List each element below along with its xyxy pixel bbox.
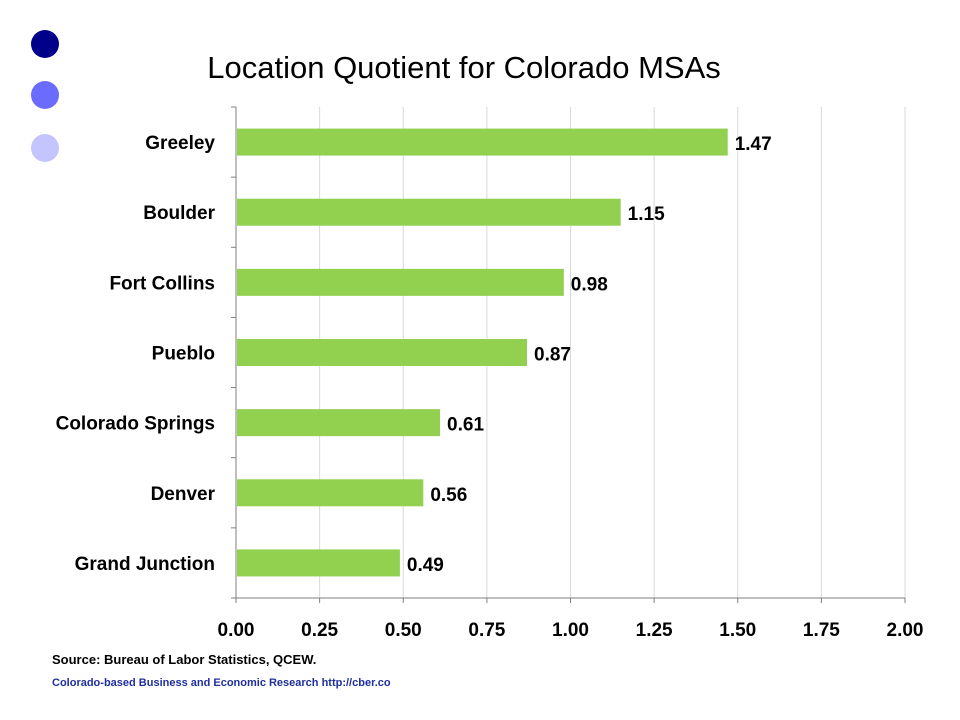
bar (237, 198, 621, 226)
bar (237, 479, 424, 507)
bar (237, 339, 528, 366)
data-label: 1.47 (735, 134, 772, 155)
chart-title: Location Quotient for Colorado MSAs (207, 50, 721, 85)
x-tick-label: 1.75 (803, 620, 840, 641)
category-label: Boulder (143, 203, 215, 224)
credit-note: Colorado-based Business and Economic Res… (52, 677, 391, 689)
data-label: 0.49 (407, 555, 444, 576)
bar (237, 549, 400, 577)
source-note: Source: Bureau of Labor Statistics, QCEW… (52, 652, 317, 667)
bar (237, 409, 441, 437)
category-label: Denver (151, 484, 216, 505)
bullet-dot-medium (31, 81, 59, 109)
x-tick-label: 1.00 (552, 620, 589, 641)
data-label: 0.56 (430, 485, 467, 506)
x-tick-label: 1.50 (719, 620, 756, 641)
data-label: 1.15 (628, 204, 665, 225)
category-label: Colorado Springs (56, 414, 215, 435)
data-label: 0.87 (534, 345, 571, 366)
x-tick-label: 0.00 (218, 620, 255, 641)
x-tick-label: 0.75 (468, 620, 505, 641)
bar (237, 128, 728, 156)
category-label: Pueblo (152, 344, 215, 365)
bullet-dot-light (31, 134, 59, 162)
x-tick-label: 0.50 (385, 620, 422, 641)
data-label: 0.98 (571, 274, 608, 295)
data-label: 0.61 (447, 415, 484, 436)
x-tick-label: 2.00 (887, 620, 924, 641)
category-label: Fort Collins (109, 273, 215, 294)
x-tick-label: 0.25 (301, 620, 338, 641)
bullet-dot-dark (31, 30, 59, 58)
category-label: Grand Junction (75, 554, 215, 575)
category-label: Greeley (145, 133, 215, 154)
x-tick-label: 1.25 (636, 620, 673, 641)
bar (237, 268, 564, 296)
